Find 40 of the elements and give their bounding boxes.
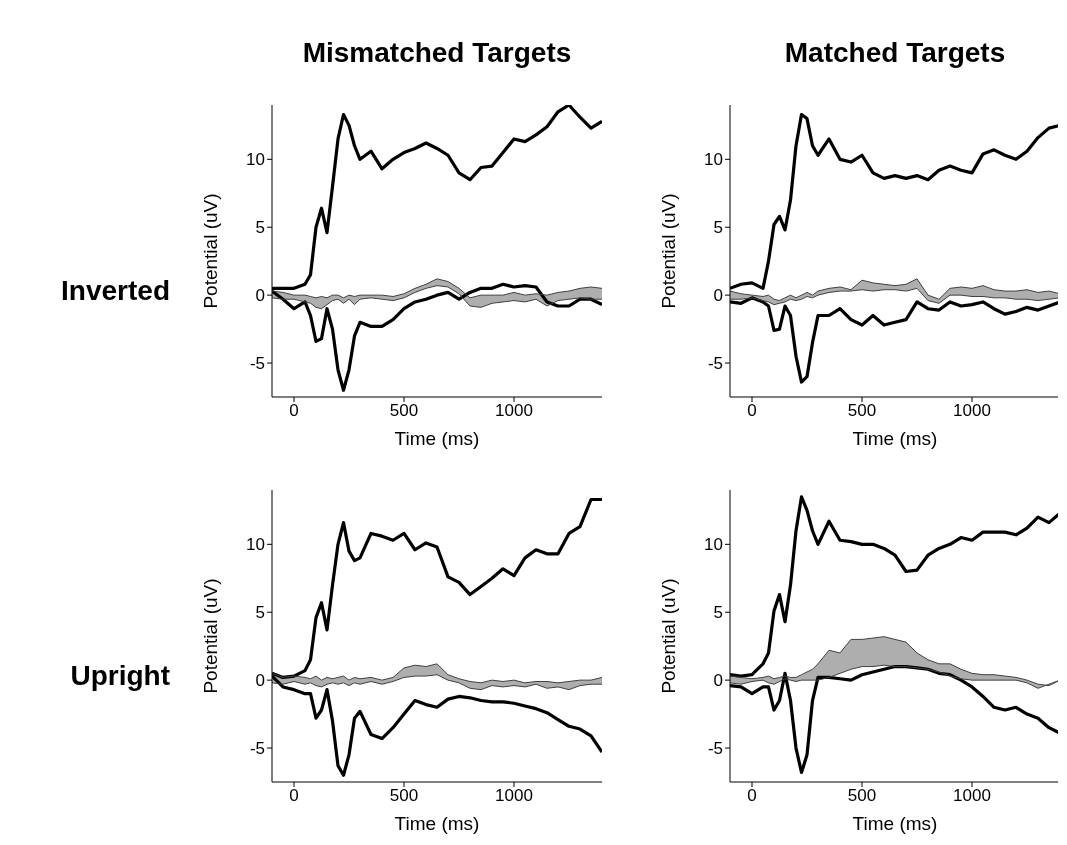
x-tick-label: 0 [289,786,299,806]
y-tick-label: 5 [255,603,265,623]
x-axis-title: Time (ms) [394,428,480,449]
chart-title: Mismatched Targets [301,37,573,69]
y-tick-label: 10 [704,150,723,170]
y-tick-label: 0 [255,286,265,306]
x-axis-title: Time (ms) [852,813,938,834]
x-axis-title: Time (ms) [394,813,480,834]
y-tick-label: 5 [713,218,723,238]
y-tick-label: 0 [255,671,265,691]
y-tick-label: 10 [704,535,723,555]
y-tick-label: -5 [249,354,265,374]
x-axis-title: Time (ms) [852,428,938,449]
x-tick-label: 1000 [953,401,991,421]
y-tick-label: 5 [255,218,265,238]
x-tick-label: 0 [289,401,299,421]
y-tick-label: -5 [249,739,265,759]
x-tick-label: 0 [747,786,757,806]
x-tick-label: 1000 [953,786,991,806]
y-axis-title: Potential (uV) [657,578,679,694]
y-tick-label: -5 [707,739,723,759]
y-axis-title: Potential (uV) [199,578,221,694]
x-tick-label: 500 [847,401,877,421]
y-tick-label: 0 [713,671,723,691]
y-tick-label: 10 [246,150,265,170]
y-tick-label: 0 [713,286,723,306]
y-axis-title: Potential (uV) [199,193,221,309]
x-tick-label: 500 [389,401,419,421]
x-tick-label: 500 [847,786,877,806]
y-tick-label: -5 [707,354,723,374]
text: Upright [69,660,170,693]
chart-title: Matched Targets [783,37,1007,69]
x-tick-label: 500 [389,786,419,806]
x-tick-label: 1000 [495,786,533,806]
text: Inverted [60,275,170,308]
x-tick-label: 0 [747,401,757,421]
y-tick-label: 10 [246,535,265,555]
x-tick-label: 1000 [495,401,533,421]
y-axis-title: Potential (uV) [657,193,679,309]
y-tick-label: 5 [713,603,723,623]
